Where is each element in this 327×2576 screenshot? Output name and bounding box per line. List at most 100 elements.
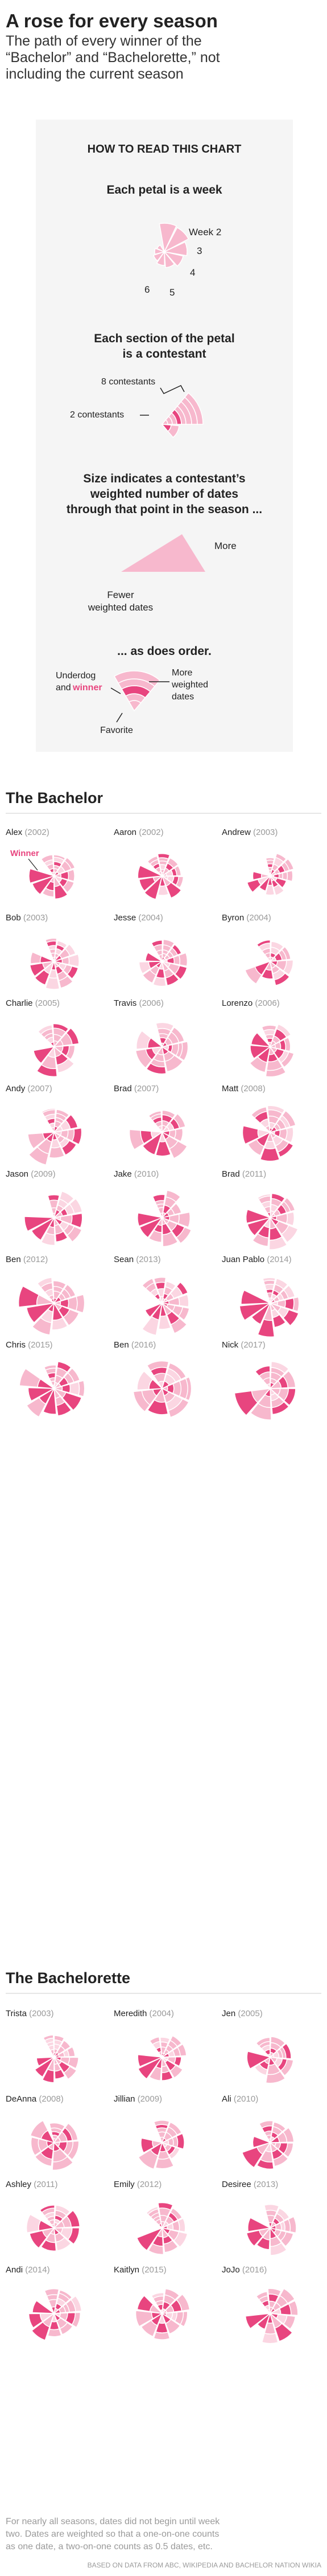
bachelorette-7-week-8-contestant-2 [29, 2230, 48, 2249]
bachelor-12-week-8-contestant-2 [247, 1138, 265, 1156]
bachelor-19-week-6-contestant-2 [61, 1391, 82, 1411]
bachelorette-season-3: Jen (2005) [222, 2009, 294, 2084]
season-rose [28, 2288, 82, 2341]
legend-week-petal-8 [153, 251, 166, 262]
season-name: Chris [6, 1340, 28, 1350]
bachelor-16-week-4-contestant-4 [63, 1284, 76, 1298]
bachelorette-3-week-3-contestant-4 [270, 2036, 286, 2048]
bachelorette-6-week-9-contestant-1 [252, 2136, 272, 2148]
bachelorette-2-week-6-contestant-3 [173, 2056, 182, 2067]
legend-week-label-6: 6 [144, 284, 150, 295]
bachelor-14-week-8-contestant-3 [148, 1230, 163, 1243]
bachelorette-7-week-7-contestant-3 [40, 2239, 57, 2251]
bachelor-4-week-11-contestant-2 [30, 951, 42, 964]
bachelor-11-week-5-contestant-3 [173, 1128, 184, 1142]
bachelor-17-week-11-contestant-1 [144, 1303, 163, 1318]
bachelor-3-week-4-contestant-5 [284, 858, 295, 871]
legend-week-petal-10 [156, 244, 165, 253]
bachelor-4-week-2-contestant-6 [44, 937, 57, 943]
bachelorette-8-week-9-contestant-1 [136, 2227, 163, 2251]
bachelor-17-week-5-contestant-4 [176, 1281, 189, 1296]
season-rose [133, 1360, 192, 1418]
bachelor-13-week-2-contestant-4 [47, 1194, 60, 1202]
bachelor-13-week-7-contestant-3 [55, 1231, 68, 1243]
bachelor-21-week-4-contestant-3 [282, 1370, 296, 1389]
bachelorette-8-week-6-contestant-3 [173, 2231, 188, 2248]
season-name: Ali [222, 2094, 234, 2104]
legend-section-contestant-8 [184, 392, 204, 425]
bachelorette-3-week-7-contestant-3 [254, 2063, 268, 2076]
bachelor-3-week-11-contestant-2 [252, 871, 262, 880]
season-rose [129, 1109, 188, 1159]
bachelor-17-week-3-contestant-3 [155, 1281, 166, 1290]
bachelor-7-week-6-contestant-3 [56, 1058, 75, 1074]
bachelor-3-week-3-contestant-4 [275, 853, 287, 863]
bachelor-season-12: Matt (2008) [222, 1084, 296, 1162]
season-year: (2014) [25, 2265, 49, 2275]
season-name: JoJo [222, 2265, 242, 2275]
bachelor-7-week-8-contestant-1 [33, 1046, 55, 1064]
bachelorette-7-week-4-contestant-3 [66, 2210, 80, 2228]
season-year: (2013) [254, 2180, 278, 2189]
bachelor-season-14: Jake (2010) [114, 1169, 192, 1247]
season-name: Sean [114, 1255, 136, 1264]
legend-size-title-3: through that point in the season ... [67, 503, 262, 516]
bachelorette-5-week-6-contestant-3 [155, 2157, 175, 2169]
season-name: Jake [114, 1169, 134, 1179]
bachelor-13-week-4-contestant-4 [69, 1198, 83, 1214]
bachelor-17-week-3-contestant-4 [153, 1277, 167, 1284]
season-label: Andrew (2003) [222, 828, 278, 837]
bachelor-12-week-3-contestant-5 [267, 1105, 285, 1114]
bachelorette-3-week-2-contestant-5 [255, 2037, 271, 2047]
bachelor-11-week-6-contestant-3 [169, 1140, 188, 1159]
bachelorette-5-week-2-contestant-5 [153, 2120, 170, 2127]
season-label: Andi (2014) [6, 2265, 50, 2275]
legend-order-leader-favorite [116, 712, 123, 723]
legend-section-title-1: Each section of the petal [94, 332, 234, 345]
season-rose [241, 2120, 295, 2170]
bachelor-5-week-11-contestant-1 [145, 952, 164, 962]
bachelor-5-week-4-contestant-5 [171, 944, 182, 956]
bachelorette-10-week-5-contestant-4 [71, 2312, 81, 2328]
season-rose [19, 1361, 85, 1418]
season-name: Ashley [6, 2180, 34, 2189]
bachelorette-12-week-5-contestant-3 [288, 2300, 299, 2316]
season-rose [249, 1023, 295, 1078]
bachelor-13-week-3-contestant-4 [59, 1190, 74, 1205]
bachelor-20-week-4-contestant-5 [185, 1376, 192, 1401]
legend-order-contestant-5 [113, 670, 161, 687]
season-label: Sean (2013) [114, 1255, 161, 1264]
bachelorette-5-week-4-contestant-4 [176, 2133, 185, 2150]
season-rose [245, 2288, 299, 2344]
bachelor-6-week-5-contestant-3 [283, 959, 294, 976]
bachelorette-1-week-5-contestant-4 [67, 2046, 76, 2057]
bachelorette-1-week-4-contestant-3 [60, 2039, 71, 2051]
season-rose [18, 1277, 85, 1336]
subtitle-line-1: The path of every winner of the [6, 33, 202, 49]
season-name: Kaitlyn [114, 2265, 142, 2275]
bachelorette-season-7: Ashley (2011) [6, 2180, 80, 2251]
bachelor-21-week-5-contestant-3 [283, 1388, 296, 1406]
bachelorette-12-week-4-contestant-4 [279, 2288, 296, 2304]
bachelor-6-week-3-contestant-4 [270, 941, 284, 952]
bachelor-9-week-6-contestant-4 [265, 1066, 287, 1078]
bachelorette-7-week-5-contestant-3 [67, 2227, 80, 2245]
season-name: DeAnna [6, 2094, 39, 2104]
bachelor-10-week-8-contestant-3 [28, 1146, 49, 1166]
bachelorette-4-week-6-contestant-3 [34, 2152, 53, 2167]
bachelorette-5-week-8-contestant-2 [140, 2137, 155, 2153]
bachelor-season-21: Nick (2017) [222, 1340, 296, 1420]
bachelor-11-week-8-contestant-1 [142, 1131, 163, 1156]
season-year: (2004) [138, 913, 163, 923]
bachelorette-season-1: Trista (2003) [6, 2009, 79, 2083]
legend-week-petal-5 [163, 251, 184, 267]
season-rose [135, 2288, 191, 2340]
bachelor-3-week-8-contestant-2 [265, 884, 275, 896]
bachelor-2-week-7-contestant-2 [165, 882, 182, 899]
bachelorette-4-week-7-contestant-3 [30, 2136, 42, 2156]
bachelor-3-week-9-contestant-1 [258, 875, 271, 892]
bachelor-4-week-3-contestant-5 [56, 940, 68, 949]
bachelor-season-2: Aaron (2002) [114, 828, 184, 900]
bachelor-18-week-6-contestant-3 [283, 1309, 299, 1326]
bachelor-14-week-2-contestant-5 [152, 1194, 165, 1203]
